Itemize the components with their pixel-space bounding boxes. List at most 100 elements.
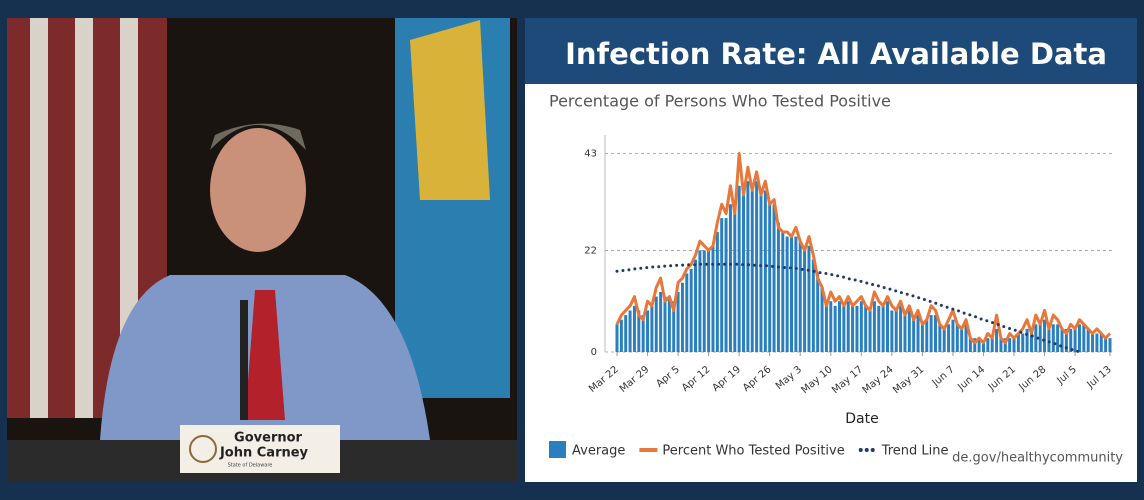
bar xyxy=(1051,324,1055,352)
bar xyxy=(885,301,889,352)
bar xyxy=(720,218,724,352)
bar xyxy=(702,250,706,352)
bar xyxy=(680,282,684,352)
bar xyxy=(829,301,833,352)
video-feed: Governor John Carney State of Delaware xyxy=(7,18,517,482)
bar xyxy=(947,324,951,352)
bar xyxy=(646,310,650,352)
bar xyxy=(637,310,641,352)
bar xyxy=(641,315,645,352)
bar xyxy=(842,305,846,352)
bar xyxy=(763,190,767,352)
bar xyxy=(1043,319,1047,352)
bar xyxy=(981,342,985,352)
bar xyxy=(925,319,929,352)
bar xyxy=(1077,324,1081,352)
bar xyxy=(724,218,728,352)
bar xyxy=(785,236,789,352)
bar xyxy=(872,301,876,352)
legend-label: Average xyxy=(572,444,625,459)
chart-header xyxy=(525,18,1137,84)
bar xyxy=(899,305,903,352)
bar xyxy=(1008,338,1012,352)
bar xyxy=(650,305,654,352)
bar xyxy=(1082,324,1086,352)
nameplate-name: John Carney xyxy=(219,446,309,461)
bar xyxy=(615,324,619,352)
bar xyxy=(803,245,807,352)
legend: Average Percent Who Tested Positive Trend … xyxy=(549,441,949,459)
bar xyxy=(619,319,623,352)
bar xyxy=(1021,333,1025,352)
bar xyxy=(990,338,994,352)
bar xyxy=(933,315,937,352)
bar xyxy=(855,305,859,352)
bar xyxy=(973,338,977,352)
bar xyxy=(820,287,824,352)
legend-label: Percent Who Tested Positive xyxy=(662,444,844,459)
bar xyxy=(654,296,658,352)
bar xyxy=(759,190,763,352)
bar xyxy=(1091,333,1095,352)
bar xyxy=(707,250,711,352)
bar xyxy=(689,268,693,352)
flag-stripe xyxy=(30,18,48,418)
bar xyxy=(811,259,815,352)
bar xyxy=(1069,328,1073,352)
person-head xyxy=(210,128,306,252)
bar xyxy=(694,259,698,352)
bar xyxy=(733,213,737,352)
bar xyxy=(659,291,663,352)
bar xyxy=(903,315,907,352)
source-link: de.gov/healthycommunity xyxy=(952,451,1123,466)
bar xyxy=(995,328,999,352)
bar xyxy=(894,310,898,352)
bar xyxy=(755,181,759,352)
line xyxy=(615,152,1112,345)
bar xyxy=(715,231,719,352)
bar xyxy=(663,296,667,352)
bar xyxy=(968,338,972,352)
bar xyxy=(868,310,872,352)
bar xyxy=(1086,328,1090,352)
bar xyxy=(1060,328,1064,352)
bar xyxy=(1099,333,1103,352)
bar xyxy=(1034,324,1038,352)
bar xyxy=(1056,324,1060,352)
bar xyxy=(912,319,916,352)
bar xyxy=(711,245,715,352)
y-tick-label: 43 xyxy=(584,148,597,159)
bar xyxy=(881,305,885,352)
bar xyxy=(1064,328,1068,352)
trend-line xyxy=(615,262,1081,354)
bar xyxy=(977,338,981,352)
bar xyxy=(824,301,828,352)
bar xyxy=(768,204,772,352)
bar xyxy=(672,301,676,352)
person-tie xyxy=(245,290,285,420)
bar xyxy=(685,273,689,352)
bar xyxy=(667,296,671,352)
bar xyxy=(1095,333,1099,352)
bar xyxy=(794,236,798,352)
bar xyxy=(877,305,881,352)
bar xyxy=(890,310,894,352)
bar xyxy=(1012,338,1016,352)
chart-panel xyxy=(525,18,1137,482)
bar xyxy=(1108,338,1112,352)
bar xyxy=(942,328,946,352)
bar xyxy=(790,236,794,352)
bar xyxy=(1025,328,1029,352)
bar xyxy=(698,250,702,352)
bar xyxy=(833,305,837,352)
bar xyxy=(846,301,850,352)
bar xyxy=(859,301,863,352)
bar xyxy=(999,338,1003,352)
flag-stripe xyxy=(120,18,138,398)
flag-emblem xyxy=(410,20,490,200)
bar xyxy=(916,315,920,352)
x-axis-title: Date xyxy=(845,411,878,427)
bar xyxy=(1038,324,1042,352)
bar xyxy=(929,315,933,352)
